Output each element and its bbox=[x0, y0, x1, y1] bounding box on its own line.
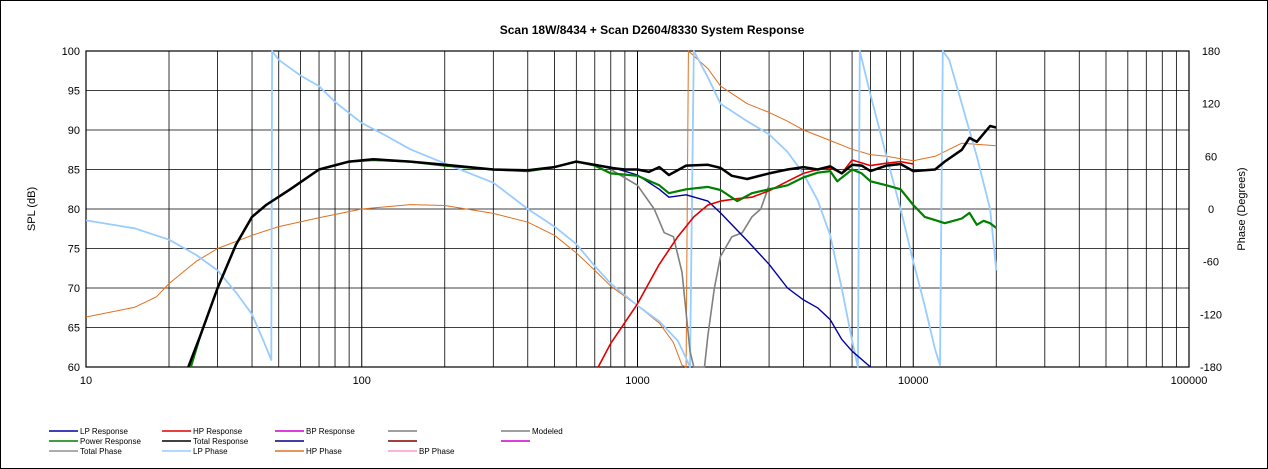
y2-axis-label: Phase (Degrees) bbox=[1236, 167, 1248, 250]
legend: LP Response HP Response BP Response Modeled… bbox=[49, 427, 563, 456]
x-tick-label: 100 bbox=[353, 375, 371, 387]
y-tick-label: 60 bbox=[68, 362, 80, 374]
x-tick-label: 10000 bbox=[898, 375, 929, 387]
y-axis-label: SPL (dB) bbox=[26, 187, 38, 231]
y-tick-label: 85 bbox=[68, 165, 80, 177]
y2-tick-label: -60 bbox=[1203, 257, 1219, 269]
y-tick-label: 75 bbox=[68, 244, 80, 256]
chart-title: Scan 18W/8434 + Scan D2604/8330 System R… bbox=[500, 23, 805, 37]
legend-label: Modeled bbox=[532, 427, 563, 436]
y-tick-label: 100 bbox=[62, 46, 80, 58]
legend-label: HP Response bbox=[193, 427, 243, 436]
legend-label: HP Phase bbox=[306, 447, 342, 456]
y2-tick-label: 60 bbox=[1205, 151, 1217, 163]
y-tick-label: 90 bbox=[68, 125, 80, 137]
x-tick-label: 1000 bbox=[625, 375, 649, 387]
legend-label: BP Phase bbox=[419, 447, 455, 456]
legend-label: Total Phase bbox=[80, 447, 122, 456]
series-lp-phase bbox=[86, 50, 998, 368]
y-tick-label: 80 bbox=[68, 204, 80, 216]
axis-ticks: 10 100 1000 10000 100000 60 65 70 75 80 85 90 95 100 -… bbox=[62, 46, 1222, 387]
grid bbox=[85, 50, 1189, 368]
legend-label: Total Response bbox=[193, 437, 249, 446]
series-total-response bbox=[187, 124, 997, 368]
plot-area bbox=[85, 50, 1190, 368]
y-tick-label: 95 bbox=[68, 86, 80, 98]
legend-label: LP Phase bbox=[193, 447, 228, 456]
y2-tick-label: 180 bbox=[1202, 46, 1220, 58]
legend-label: BP Response bbox=[306, 427, 355, 436]
x-tick-label: 100000 bbox=[1171, 375, 1208, 387]
x-tick-label: 10 bbox=[80, 375, 92, 387]
y-tick-label: 65 bbox=[68, 323, 80, 335]
legend-label: LP Response bbox=[80, 427, 128, 436]
series-group bbox=[86, 50, 998, 368]
series-modeled bbox=[610, 168, 770, 368]
legend-label: Power Response bbox=[80, 437, 141, 446]
y2-tick-label: -120 bbox=[1200, 309, 1222, 321]
series-lp-response bbox=[576, 160, 871, 368]
series-hp-response bbox=[597, 159, 914, 368]
y-tick-label: 70 bbox=[68, 283, 80, 295]
y2-tick-label: -180 bbox=[1200, 362, 1222, 374]
y2-tick-label: 0 bbox=[1208, 204, 1214, 216]
y2-tick-label: 120 bbox=[1202, 99, 1220, 111]
